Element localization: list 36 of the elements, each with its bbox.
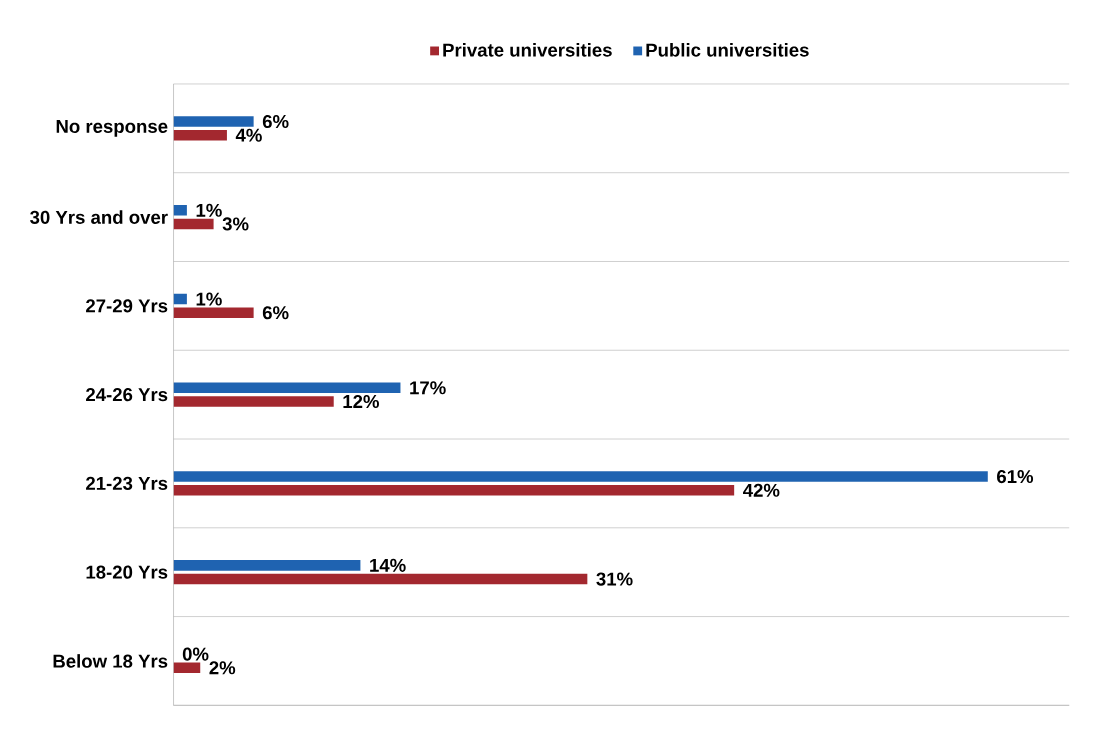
y-tick-label: 27-29 Yrs [86, 299, 168, 313]
data-label: 3% [222, 217, 249, 231]
data-label: 6% [262, 114, 289, 129]
data-label: 61% [997, 470, 1034, 484]
data-label: 4% [235, 128, 262, 142]
data-label: 14% [370, 558, 406, 572]
bar [173, 662, 201, 674]
data-label: 12% [343, 394, 379, 409]
bar [173, 396, 334, 407]
bar [173, 116, 254, 127]
bar [173, 573, 588, 585]
bar [173, 484, 735, 496]
y-tick-label: Below 18 Yrs [53, 654, 168, 668]
bar [173, 205, 187, 216]
data-label: 1% [196, 203, 222, 217]
bar [173, 129, 227, 141]
data-label: 6% [262, 306, 289, 320]
bar [173, 471, 988, 482]
y-tick-label: 18-20 Yrs [86, 565, 168, 579]
legend-label: Public universities [646, 43, 809, 57]
y-tick-label: 24-26 Yrs [86, 388, 168, 402]
bar [173, 293, 187, 305]
legend-label: Private universities [443, 43, 612, 57]
data-label: 0% [182, 647, 209, 661]
data-label: 2% [209, 661, 236, 675]
bar [173, 382, 401, 394]
y-tick-label: 21-23 Yrs [86, 476, 168, 491]
y-tick-label: 30 Yrs and over [30, 210, 168, 224]
bar [173, 307, 254, 319]
bar [173, 218, 214, 230]
data-label: 1% [196, 292, 222, 306]
data-label: 42% [743, 483, 780, 497]
bar [173, 560, 361, 571]
data-label: 31% [596, 572, 633, 586]
data-label: 17% [410, 381, 446, 395]
y-tick-label: No response [56, 120, 168, 137]
